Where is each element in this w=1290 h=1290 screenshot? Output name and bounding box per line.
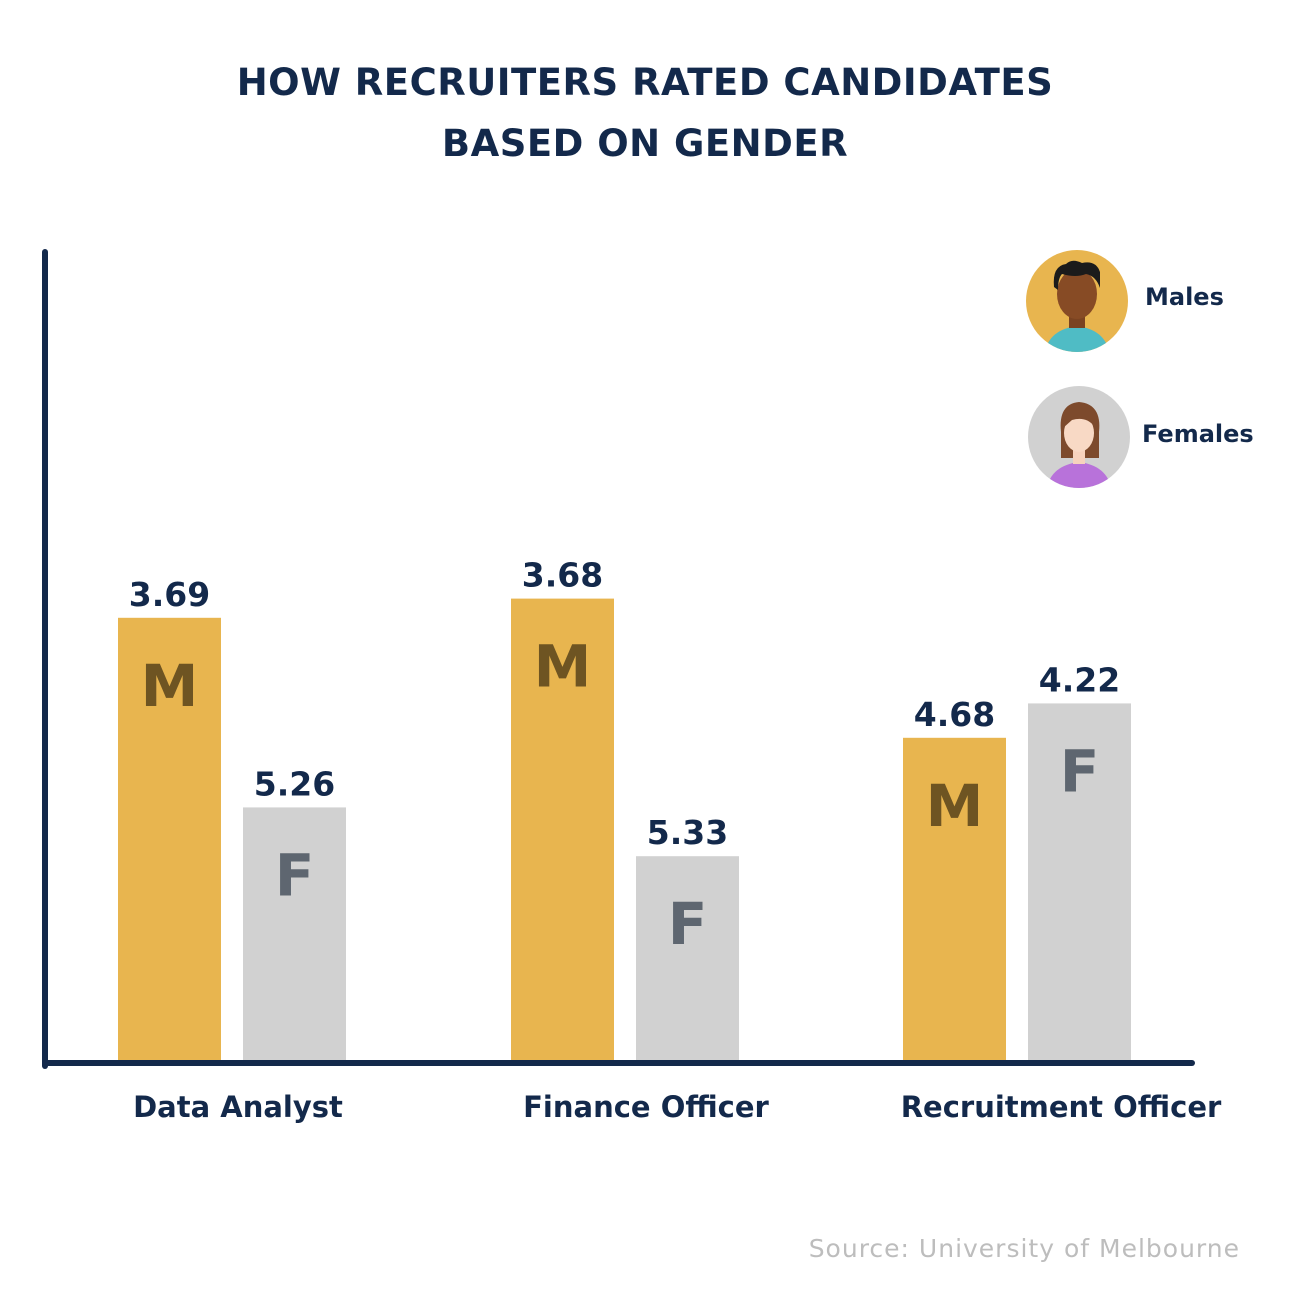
bar-letter-female-1: F	[668, 890, 708, 958]
bar-letter-male-1: M	[534, 633, 592, 701]
female-avatar-icon	[1028, 386, 1130, 488]
bar-female-0	[243, 807, 346, 1061]
data-label-female-1: 5.33	[647, 813, 728, 852]
chart-title-line-1: HOW RECRUITERS RATED CANDIDATES	[236, 61, 1054, 104]
x-tick-label-2: Recruitment Officer	[901, 1090, 1222, 1124]
data-label-female-2: 4.22	[1039, 660, 1120, 699]
bar-letter-female-2: F	[1060, 737, 1100, 805]
source-note: Source: University of Melbourne	[808, 1234, 1240, 1263]
bar-letter-male-2: M	[926, 772, 984, 840]
data-label-male-1: 3.68	[522, 556, 603, 595]
legend-item-males: Males	[1026, 250, 1224, 352]
bar-letter-male-0: M	[141, 652, 199, 720]
bar-male-2	[903, 737, 1006, 1061]
data-label-male-0: 3.69	[129, 575, 210, 614]
bar-male-0	[118, 617, 221, 1061]
chart-title: HOW RECRUITERS RATED CANDIDATES BASED ON…	[0, 52, 1290, 174]
bar-female-1	[636, 856, 739, 1061]
legend-label-males: Males	[1145, 283, 1224, 311]
legend-item-females: Females	[1028, 386, 1254, 488]
bar-male-1	[511, 598, 614, 1061]
legend-label-females: Females	[1142, 420, 1254, 448]
data-label-female-0: 5.26	[254, 764, 335, 803]
male-avatar-icon	[1026, 250, 1128, 352]
data-label-male-2: 4.68	[914, 695, 995, 734]
x-tick-label-1: Finance Officer	[523, 1090, 769, 1124]
x-tick-label-0: Data Analyst	[133, 1090, 343, 1124]
bar-female-2	[1028, 703, 1131, 1061]
bar-letter-female-0: F	[275, 841, 315, 909]
chart-title-line-2: BASED ON GENDER	[441, 122, 849, 165]
